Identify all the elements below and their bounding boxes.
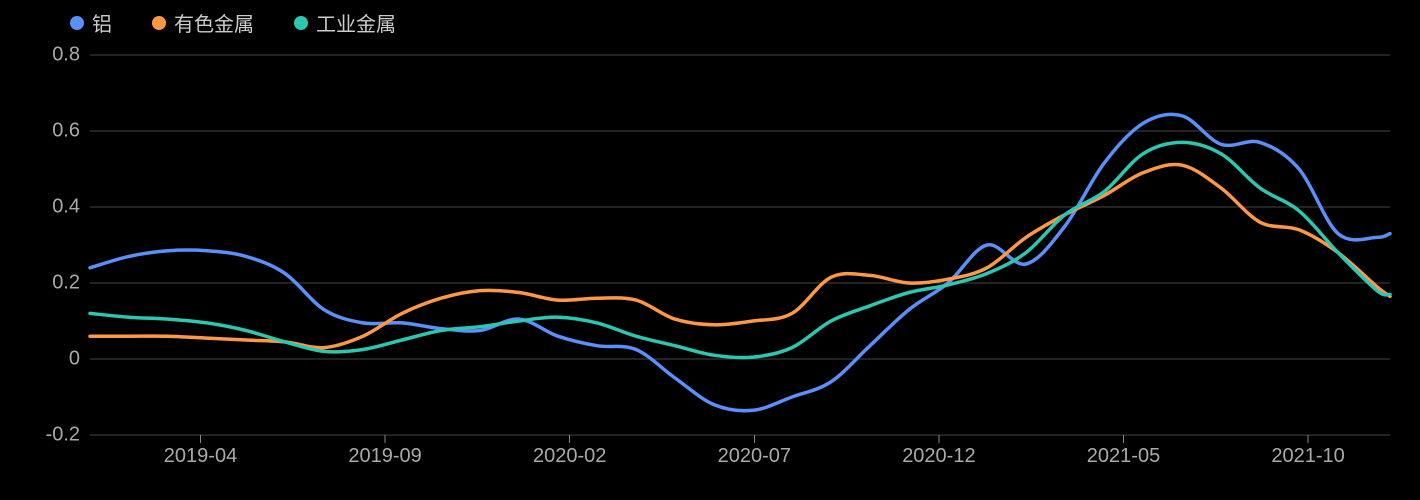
x-tick-label: 2020-07 xyxy=(718,445,791,468)
x-ticks xyxy=(201,435,1309,443)
y-tick-label: 0.6 xyxy=(52,120,80,143)
legend-item-nonferrous: 有色金属 xyxy=(152,8,254,37)
plot-area xyxy=(90,55,1390,435)
series-group xyxy=(90,114,1390,410)
y-tick-label: 0.4 xyxy=(52,196,80,219)
x-tick-label: 2021-05 xyxy=(1087,445,1160,468)
y-tick-label: 0.2 xyxy=(52,272,80,295)
legend-item-industrial: 工业金属 xyxy=(294,8,396,37)
x-tick-label: 2020-02 xyxy=(533,445,606,468)
series-line-工业金属 xyxy=(90,142,1390,357)
legend-item-aluminum: 铝 xyxy=(70,8,112,37)
x-tick-label: 2020-12 xyxy=(902,445,975,468)
legend: 铝 有色金属 工业金属 xyxy=(70,8,396,37)
plot-svg xyxy=(90,55,1390,435)
x-tick-label: 2021-10 xyxy=(1271,445,1344,468)
x-tick-label: 2019-09 xyxy=(348,445,421,468)
legend-dot-nonferrous xyxy=(152,16,166,30)
y-tick-label: 0 xyxy=(69,348,80,371)
legend-label-aluminum: 铝 xyxy=(92,8,112,37)
y-tick-label: 0.8 xyxy=(52,44,80,67)
legend-label-industrial: 工业金属 xyxy=(316,8,396,37)
y-tick-label: -0.2 xyxy=(46,424,80,447)
series-line-铝 xyxy=(90,114,1390,410)
legend-label-nonferrous: 有色金属 xyxy=(174,8,254,37)
gridlines xyxy=(90,55,1390,435)
legend-dot-aluminum xyxy=(70,16,84,30)
legend-dot-industrial xyxy=(294,16,308,30)
chart-container: 铝 有色金属 工业金属 -0.2 0 0.2 0.4 0.6 0.8 2019-04 201… xyxy=(0,0,1420,500)
x-tick-label: 2019-04 xyxy=(164,445,237,468)
series-line-有色金属 xyxy=(90,165,1390,348)
